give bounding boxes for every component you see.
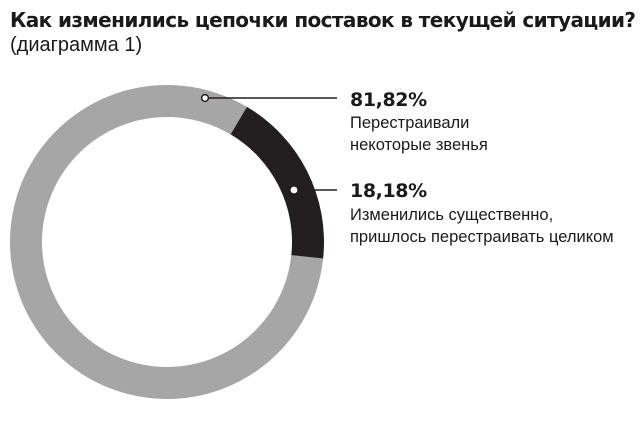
chart-title: Как изменились цепочки поставок в текуще…: [10, 8, 636, 32]
slice-label-changed-significantly-line-1: Изменились существенно,: [350, 206, 554, 224]
slice-label-changed-significantly-line-2: пришлось перестраивать целиком: [350, 228, 614, 246]
slice-value-label-changed-significantly: 18,18%: [350, 180, 427, 202]
slice-value-label-rebuilt-some-links: 81,82%: [350, 89, 427, 111]
leader-rebuilt-some-links: [200, 93, 337, 103]
slice-label-rebuilt-some-links-line-2: некоторые звенья: [350, 136, 488, 154]
leader-changed-significantly: [290, 186, 337, 194]
slice-label-rebuilt-some-links-line-1: Перестраивали: [350, 114, 470, 132]
slice-changed-significantly: [230, 106, 324, 259]
chart-subtitle: (диаграмма 1): [10, 34, 143, 56]
